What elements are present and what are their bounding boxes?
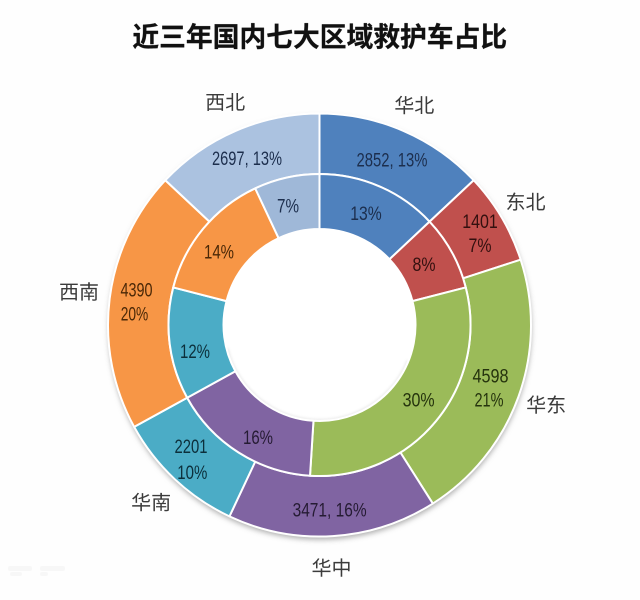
svg-text:20%: 20% [121, 304, 149, 326]
svg-text:13%: 13% [350, 203, 381, 225]
svg-text:10%: 10% [177, 462, 207, 484]
svg-text:21%: 21% [475, 390, 504, 412]
svg-text:3471, 16%: 3471, 16% [293, 499, 367, 521]
svg-text:14%: 14% [204, 242, 234, 264]
svg-text:7%: 7% [277, 196, 299, 218]
svg-text:16%: 16% [243, 427, 273, 449]
svg-text:2201: 2201 [175, 436, 208, 458]
svg-text:4390: 4390 [121, 280, 153, 302]
svg-text:30%: 30% [403, 390, 435, 412]
svg-text:2697, 13%: 2697, 13% [212, 148, 282, 170]
svg-text:12%: 12% [180, 341, 210, 363]
svg-text:1401: 1401 [462, 211, 498, 233]
svg-text:7%: 7% [469, 235, 492, 257]
svg-text:4598: 4598 [473, 366, 509, 388]
svg-text:2852, 13%: 2852, 13% [357, 150, 428, 172]
svg-text:8%: 8% [413, 254, 436, 276]
